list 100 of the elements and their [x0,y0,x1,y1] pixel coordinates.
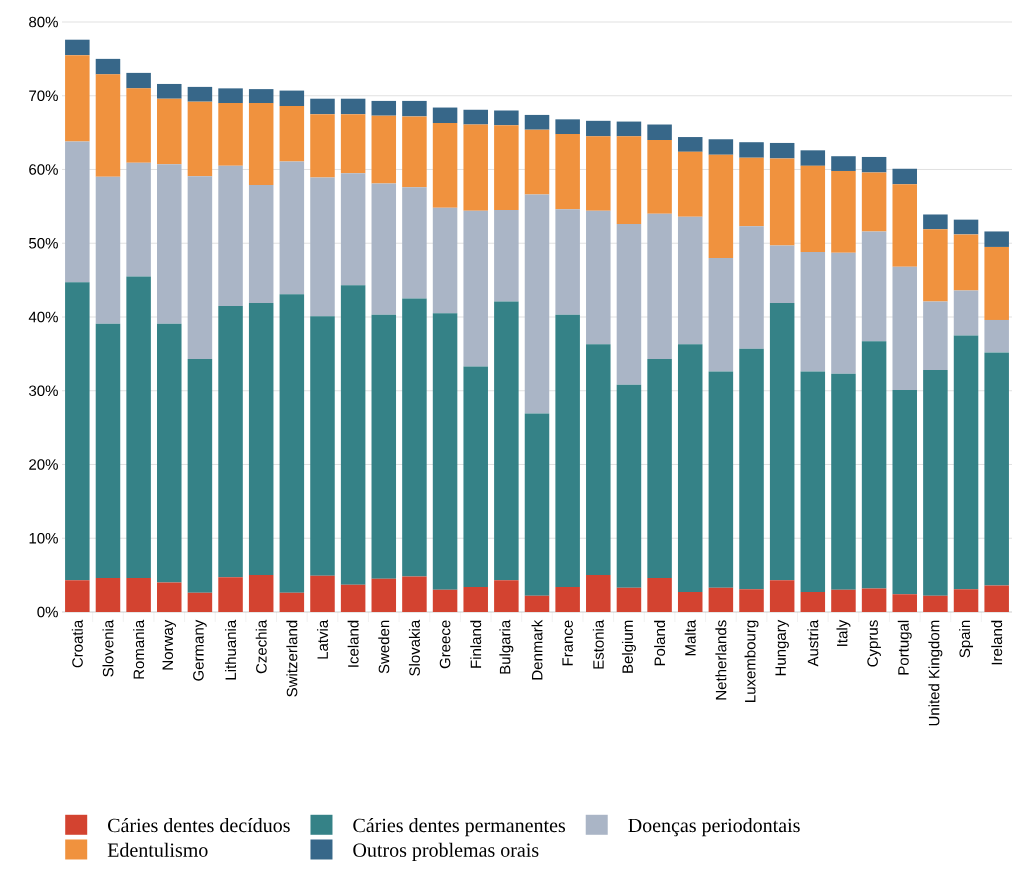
x-tick-label: Ireland [991,620,1003,665]
bar [310,98,335,115]
bar [218,305,243,578]
bar [218,103,243,166]
bar [800,150,826,166]
bar [402,298,427,577]
bar [432,123,458,208]
bar [187,359,213,593]
bar [371,314,397,579]
x-tick-label: Czechia [255,619,267,674]
bar [647,359,672,579]
bar [923,214,948,230]
bar [218,165,243,306]
bar [157,323,182,583]
bar [95,58,121,75]
bar [157,83,182,99]
bar [616,224,642,385]
bar [708,371,734,588]
bar [463,366,488,587]
bar [923,595,948,612]
bar [677,344,703,593]
bar [800,592,826,612]
bar [524,194,550,414]
legend-label: Cáries dentes permanentes [353,818,566,837]
bar [647,578,672,612]
x-tick-label: France [562,620,573,666]
bar [708,139,734,155]
bar [248,103,274,185]
bar [310,177,335,317]
x-tick-label: Romania [133,619,145,679]
bar [248,184,274,303]
bar [494,210,519,302]
bar [555,134,580,210]
bar [616,136,642,225]
x-tick-label: Italy [836,619,851,646]
bar [218,88,243,104]
bar [371,183,397,315]
bar [402,187,427,299]
bar [831,373,856,590]
bar [524,129,550,195]
x-tick-label: Bulgaria [499,619,514,674]
bar [494,125,519,211]
bar [157,164,182,324]
bar [126,72,151,89]
x-tick-label: Spain [959,620,974,658]
y-tick-label: 60% [29,164,58,175]
bar [861,156,887,173]
bar [340,98,366,115]
bar [861,172,887,232]
bar [279,294,305,593]
bar [65,55,90,142]
bar [953,335,979,590]
bar [892,266,917,391]
bar [892,168,917,185]
bar [126,276,151,579]
bar [800,165,826,253]
bar [65,580,90,612]
y-tick-label: 20% [29,459,58,470]
x-tick-label: Hungary [775,619,789,676]
bar [831,252,856,374]
bar [340,173,366,286]
bar [984,231,1009,247]
bar [248,302,274,576]
y-tick-label: 30% [29,385,58,397]
bar [984,352,1009,586]
bar [953,234,979,291]
legend-label: Edentulismo [107,842,208,857]
x-tick-label: Latvia [316,619,328,659]
bar [984,319,1009,353]
bar [616,587,642,612]
bar [371,115,397,184]
bar [647,124,672,140]
x-tick-label: Austria [807,619,819,667]
bar [892,184,917,267]
bar [494,580,519,612]
x-tick-label: Croatia [71,619,83,668]
legend-label: Outros problemas orais [353,842,539,861]
bar [187,176,213,360]
bar [248,575,274,612]
bar [279,106,305,162]
bar [800,252,826,372]
x-tick-label: Switzerland [286,620,298,697]
bar [769,158,795,246]
bar [340,584,366,612]
bar [157,582,182,612]
bar [402,116,427,188]
bar [616,121,642,137]
bar [769,245,795,303]
bar [65,39,90,56]
bar [555,209,580,315]
x-tick-label: United Kingdom [928,620,943,726]
y-tick-label: 40% [28,311,58,323]
bar [248,89,274,104]
x-tick-label: Germany [193,619,207,681]
bar [279,592,305,612]
bar [647,213,672,360]
bar [402,100,427,117]
bar [739,348,764,590]
bar [432,589,458,612]
bar [157,98,182,165]
